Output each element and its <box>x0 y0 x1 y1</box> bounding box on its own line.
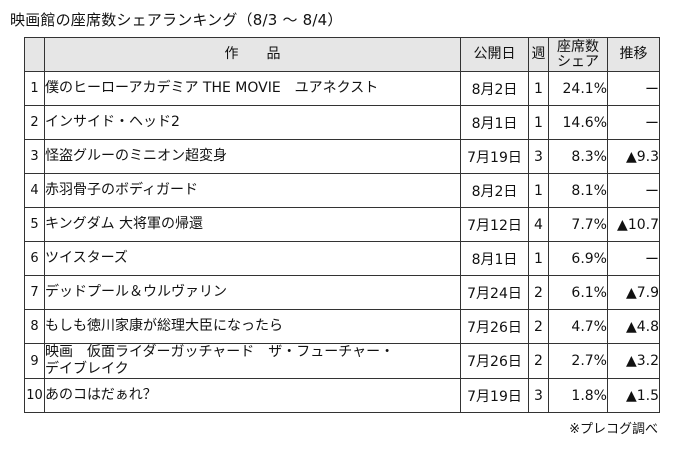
release-cell: 8月1日 <box>460 105 529 140</box>
title-cell: 映画 仮面ライダーガッチャード ザ・フューチャー・ デイブレイク <box>44 343 461 379</box>
share-cell: 4.7% <box>548 309 608 344</box>
week-cell: 3 <box>528 139 549 174</box>
header-release: 公開日 <box>460 37 529 72</box>
week-cell: 2 <box>528 275 549 310</box>
share-cell: 8.1% <box>548 173 608 208</box>
rank-cell: 7 <box>24 275 45 310</box>
week-cell: 3 <box>528 378 549 413</box>
share-cell: 7.7% <box>548 207 608 242</box>
header-rank <box>24 37 45 72</box>
week-cell: 4 <box>528 207 549 242</box>
title-cell: 怪盗グルーのミニオン超変身 <box>44 139 461 174</box>
rank-cell: 5 <box>24 207 45 242</box>
table-row: 1 僕のヒーローアカデミア THE MOVIE ユアネクスト 8月2日 1 24… <box>24 71 660 106</box>
header-share-line2: シェア <box>557 53 599 70</box>
share-cell: 1.8% <box>548 378 608 413</box>
rank-cell: 4 <box>24 173 45 208</box>
release-cell: 7月12日 <box>460 207 529 242</box>
trend-cell: ー <box>607 105 660 140</box>
trend-cell: ▲9.3 <box>607 139 660 174</box>
rank-cell: 3 <box>24 139 45 174</box>
table-row: 5 キングダム 大将軍の帰還 7月12日 4 7.7% ▲10.7 <box>24 207 660 242</box>
share-cell: 6.9% <box>548 241 608 276</box>
rank-cell: 1 <box>24 71 45 106</box>
ranking-table: 作 品 公開日 週 座席数 シェア 推移 1 僕のヒーローアカデミア THE M… <box>24 37 660 413</box>
title-line2: デイブレイク <box>45 361 129 377</box>
header-trend: 推移 <box>607 37 660 72</box>
title-cell: ツイスターズ <box>44 241 461 276</box>
table-row: 10 あのコはだぁれ？ 7月19日 3 1.8% ▲1.5 <box>24 378 660 413</box>
trend-cell: ▲4.8 <box>607 309 660 344</box>
trend-cell: ー <box>607 71 660 106</box>
title-cell: デッドプール＆ウルヴァリン <box>44 275 461 310</box>
release-cell: 7月26日 <box>460 343 529 379</box>
week-cell: 1 <box>528 105 549 140</box>
week-cell: 1 <box>528 241 549 276</box>
rank-cell: 6 <box>24 241 45 276</box>
share-cell: 14.6% <box>548 105 608 140</box>
title-line1: 映画 仮面ライダーガッチャード ザ・フューチャー・ <box>45 344 395 361</box>
title-cell: もしも徳川家康が総理大臣になったら <box>44 309 461 344</box>
share-cell: 24.1% <box>548 71 608 106</box>
release-cell: 8月2日 <box>460 173 529 208</box>
week-cell: 1 <box>528 173 549 208</box>
week-cell: 2 <box>528 309 549 344</box>
header-title: 作 品 <box>44 37 461 72</box>
page-title: 映画館の座席数シェアランキング（8/3 ～ 8/4） <box>10 11 343 29</box>
header-share-line1: 座席数 <box>557 38 599 55</box>
title-cell: インサイド・ヘッド2 <box>44 105 461 140</box>
title-cell: 赤羽骨子のボディガード <box>44 173 461 208</box>
release-cell: 7月24日 <box>460 275 529 310</box>
title-cell: キングダム 大将軍の帰還 <box>44 207 461 242</box>
table-row: 3 怪盗グルーのミニオン超変身 7月19日 3 8.3% ▲9.3 <box>24 139 660 174</box>
header-share: 座席数 シェア <box>548 37 608 72</box>
table-row: 7 デッドプール＆ウルヴァリン 7月24日 2 6.1% ▲7.9 <box>24 275 660 310</box>
rank-cell: 9 <box>24 343 45 379</box>
title-cell: 僕のヒーローアカデミア THE MOVIE ユアネクスト <box>44 71 461 106</box>
table-row: 9 映画 仮面ライダーガッチャード ザ・フューチャー・ デイブレイク 7月26日… <box>24 343 660 379</box>
release-cell: 7月19日 <box>460 139 529 174</box>
share-cell: 8.3% <box>548 139 608 174</box>
title-cell: あのコはだぁれ？ <box>44 378 461 413</box>
header-row: 作 品 公開日 週 座席数 シェア 推移 <box>24 37 660 72</box>
header-week: 週 <box>528 37 549 72</box>
release-cell: 7月19日 <box>460 378 529 413</box>
share-cell: 6.1% <box>548 275 608 310</box>
release-cell: 8月1日 <box>460 241 529 276</box>
table-row: 4 赤羽骨子のボディガード 8月2日 1 8.1% ー <box>24 173 660 208</box>
week-cell: 1 <box>528 71 549 106</box>
rank-cell: 8 <box>24 309 45 344</box>
rank-cell: 2 <box>24 105 45 140</box>
trend-cell: ▲7.9 <box>607 275 660 310</box>
table-row: 2 インサイド・ヘッド2 8月1日 1 14.6% ー <box>24 105 660 140</box>
release-cell: 7月26日 <box>460 309 529 344</box>
share-cell: 2.7% <box>548 343 608 379</box>
trend-cell: ー <box>607 241 660 276</box>
trend-cell: ▲10.7 <box>607 207 660 242</box>
trend-cell: ー <box>607 173 660 208</box>
table-row: 6 ツイスターズ 8月1日 1 6.9% ー <box>24 241 660 276</box>
table-row: 8 もしも徳川家康が総理大臣になったら 7月26日 2 4.7% ▲4.8 <box>24 309 660 344</box>
source-note: ※プレコグ調べ <box>569 422 658 437</box>
rank-cell: 10 <box>24 378 45 413</box>
week-cell: 2 <box>528 343 549 379</box>
trend-cell: ▲1.5 <box>607 378 660 413</box>
release-cell: 8月2日 <box>460 71 529 106</box>
trend-cell: ▲3.2 <box>607 343 660 379</box>
